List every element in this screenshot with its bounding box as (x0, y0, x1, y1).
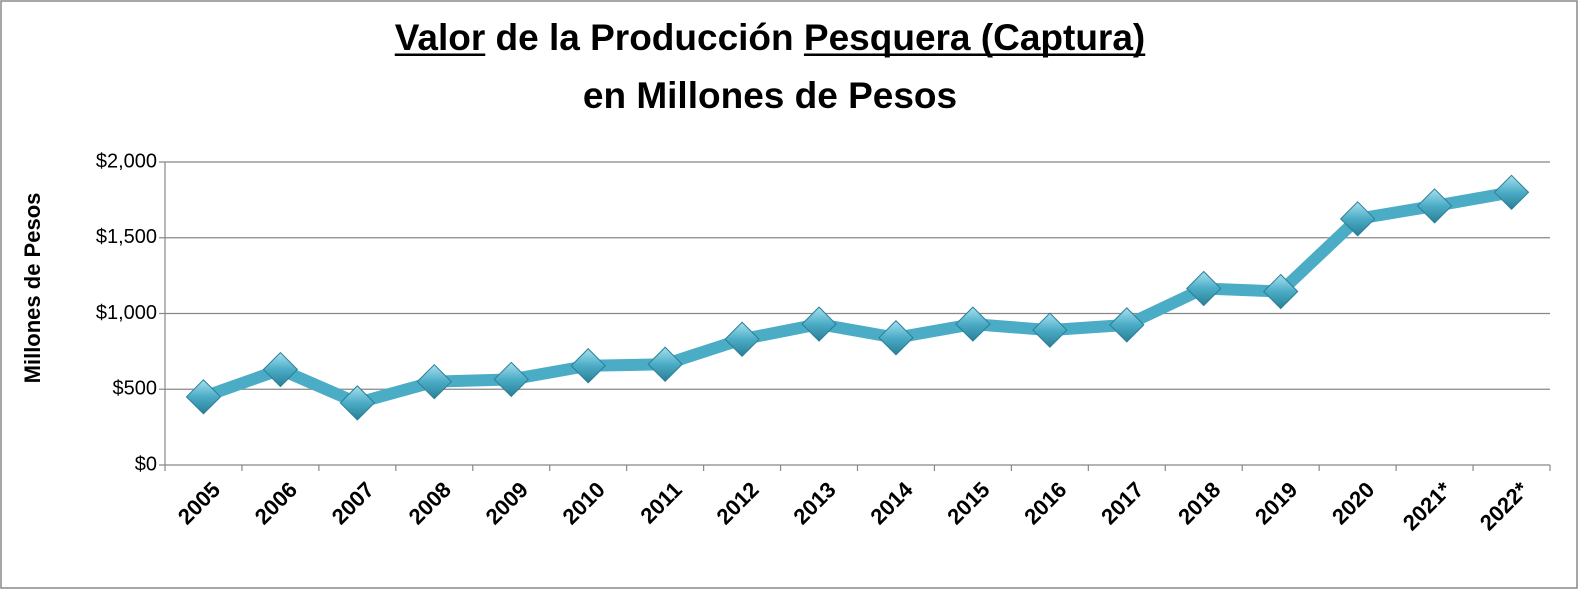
marker (955, 306, 991, 342)
marker (416, 363, 453, 400)
marker (493, 361, 529, 398)
marker (878, 320, 914, 356)
chart-title: Valor de la Producción Pesquera (Captura… (395, 17, 1145, 58)
y-tick-label: $1,000 (96, 302, 157, 324)
marker (724, 321, 760, 357)
marker (801, 306, 837, 342)
y-tick-label: $500 (113, 378, 158, 400)
marker (1339, 201, 1376, 237)
marker (339, 385, 376, 421)
y-tick-label: $2,000 (96, 150, 157, 172)
chart-title: en Millones de Pesos (583, 75, 957, 116)
y-tick-label: $0 (135, 453, 157, 475)
marker (185, 379, 222, 415)
marker (570, 348, 606, 384)
marker (1262, 273, 1299, 310)
y-axis-label: Millones de Pesos (20, 193, 45, 384)
marker (1416, 188, 1453, 224)
marker (262, 351, 299, 388)
marker (1186, 270, 1222, 307)
y-tick-label: $1,500 (96, 226, 157, 248)
marker (1032, 312, 1068, 348)
marker (647, 346, 683, 382)
marker (1493, 174, 1530, 211)
marker (1109, 307, 1145, 343)
